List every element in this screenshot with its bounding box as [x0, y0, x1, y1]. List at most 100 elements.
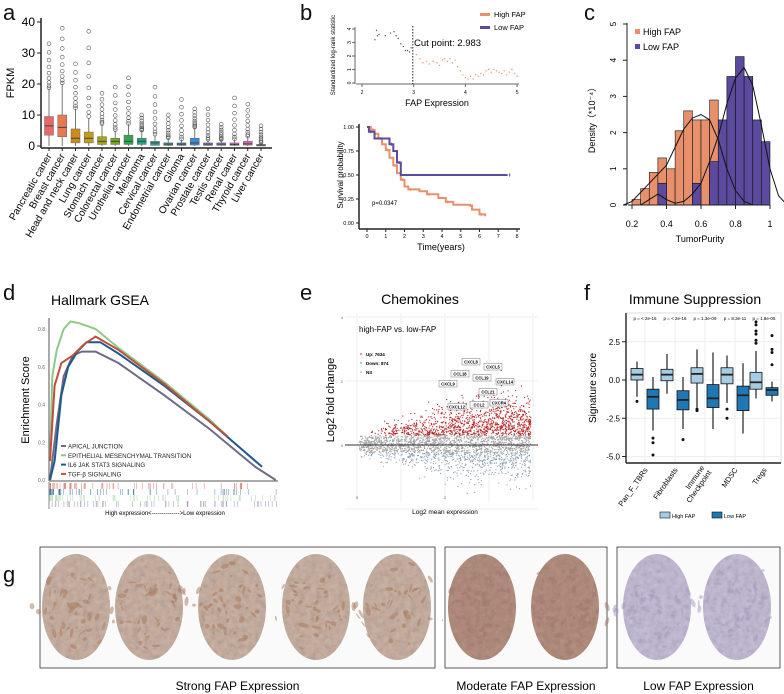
gene-point — [434, 448, 437, 450]
gene-point — [377, 433, 379, 435]
gene-point — [424, 455, 426, 457]
stain-spot — [579, 633, 583, 637]
gene-point — [398, 440, 400, 442]
density-curve — [623, 113, 753, 206]
gene-point — [370, 445, 372, 447]
gene-point — [514, 457, 516, 459]
panel-label-b: b — [300, 0, 312, 25]
stain-spot — [540, 633, 544, 638]
gene-point — [443, 452, 445, 454]
gene-point — [419, 420, 421, 422]
stain-spot — [294, 581, 299, 584]
y-tick-label: 2 — [341, 379, 344, 384]
gene-point — [441, 407, 443, 409]
gene-point — [435, 431, 437, 433]
gene-point — [387, 452, 389, 454]
gene-point — [397, 448, 399, 450]
gene-point — [383, 455, 385, 457]
outlier-point — [113, 93, 118, 98]
gene-point — [422, 438, 424, 440]
gene-point — [518, 446, 521, 449]
gene-point — [482, 460, 484, 462]
gene-point — [360, 443, 362, 445]
gene-point — [445, 440, 447, 442]
gene-point — [448, 452, 450, 454]
outlier-point — [86, 45, 91, 51]
gene-point — [432, 456, 434, 458]
gene-point — [402, 415, 404, 417]
gene-point — [511, 405, 514, 407]
stain-spot — [137, 619, 141, 625]
gene-point — [458, 457, 460, 460]
stain-spot — [650, 589, 656, 594]
stain-spot — [135, 583, 143, 588]
stain-spot — [484, 577, 488, 586]
gene-point — [507, 420, 509, 422]
stain-spot — [328, 624, 331, 631]
stain-spot — [655, 603, 664, 610]
outlier-point — [113, 84, 118, 90]
gene-point — [519, 453, 522, 455]
gene-point — [505, 462, 507, 464]
gene-label-box — [450, 370, 470, 378]
gene-point — [385, 434, 387, 436]
gene-point — [518, 488, 521, 490]
stain-spot — [212, 570, 222, 574]
gene-label: CXCL8 — [464, 360, 478, 365]
gene-point — [424, 447, 426, 449]
gene-point — [405, 452, 407, 454]
stain-spot — [107, 586, 112, 591]
outlier-point — [245, 113, 250, 119]
gene-label-box — [461, 358, 481, 366]
stain-spot — [61, 593, 67, 599]
gene-point — [398, 439, 400, 441]
outlier-point — [46, 70, 52, 76]
gene-point — [466, 416, 468, 419]
gene-point — [516, 418, 518, 420]
gene-point — [393, 447, 395, 449]
gene-point — [403, 433, 405, 435]
stain-spot — [656, 579, 662, 584]
stain-spot — [247, 589, 252, 593]
gene-point — [459, 440, 461, 442]
gene-point — [513, 462, 515, 464]
stain-spot — [237, 584, 244, 588]
gene-point — [489, 409, 491, 411]
gene-point — [523, 430, 525, 432]
gene-point — [498, 416, 500, 418]
gene-point — [427, 459, 429, 461]
gene-point — [503, 429, 505, 431]
legend-label: TGF-β SIGNALING — [68, 471, 122, 478]
gene-point — [507, 452, 509, 454]
stain-spot — [456, 599, 461, 603]
gene-point — [456, 415, 458, 417]
gene-point — [400, 451, 402, 453]
gene-point — [427, 457, 429, 459]
gene-point — [525, 452, 527, 454]
y-tick-label: 1 — [347, 68, 353, 71]
stain-spot — [721, 623, 726, 627]
gene-point — [496, 428, 498, 430]
gene-point — [364, 445, 366, 447]
gene-point — [492, 422, 494, 424]
gene-point — [394, 419, 396, 421]
gene-point — [505, 426, 507, 428]
gene-point — [526, 460, 528, 462]
gene-point — [437, 452, 439, 455]
p-value: p = < 2e-16 — [633, 316, 657, 321]
gene-point — [517, 473, 519, 475]
gene-point — [516, 412, 518, 414]
stain-spot — [225, 610, 228, 615]
statistic-point — [402, 45, 405, 48]
enrichment-curve — [49, 350, 277, 481]
gene-point — [478, 433, 480, 435]
gene-point — [481, 431, 483, 433]
gene-point — [470, 415, 472, 417]
stain-spot — [307, 586, 311, 589]
gene-point — [433, 449, 435, 451]
outlier-point — [126, 99, 131, 105]
legend-label: Low FAP — [643, 42, 679, 52]
stain-spot — [184, 596, 189, 606]
gene-point — [450, 416, 452, 419]
